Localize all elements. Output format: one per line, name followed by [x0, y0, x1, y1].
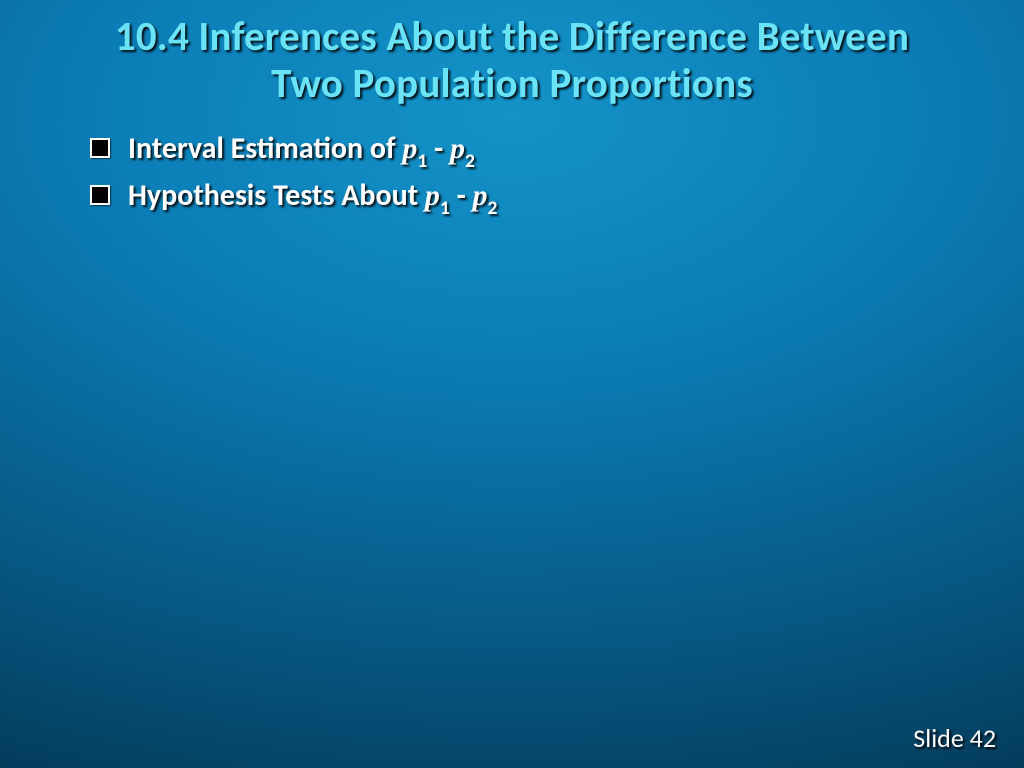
- minus-operator: -: [450, 177, 473, 214]
- footer-label: Slide: [913, 722, 969, 754]
- title-line-2: Two Population Proportions: [271, 59, 753, 109]
- slide-footer: Slide 42: [913, 722, 996, 754]
- variable-p: p: [425, 179, 440, 212]
- subscript: 2: [465, 149, 475, 173]
- bullet-text: Interval Estimation of p1 - p2: [128, 130, 475, 171]
- subscript: 1: [417, 149, 427, 173]
- square-bullet-icon: [90, 185, 110, 205]
- square-bullet-icon: [90, 138, 110, 158]
- subscript: 2: [488, 196, 498, 220]
- list-item: Hypothesis Tests About p1 - p2: [90, 177, 1024, 218]
- slide-number: 42: [970, 722, 996, 754]
- bullet-list: Interval Estimation of p1 - p2 Hypothesi…: [0, 130, 1024, 218]
- variable-p: p: [473, 179, 488, 212]
- subscript: 1: [440, 196, 450, 220]
- variable-p: p: [450, 132, 465, 165]
- bullet-lead: Interval Estimation of: [128, 130, 402, 167]
- list-item: Interval Estimation of p1 - p2: [90, 130, 1024, 171]
- bullet-lead: Hypothesis Tests About: [128, 177, 425, 214]
- slide-title: 10.4 Inferences About the Difference Bet…: [0, 0, 1024, 108]
- bullet-text: Hypothesis Tests About p1 - p2: [128, 177, 497, 218]
- title-line-1: 10.4 Inferences About the Difference Bet…: [115, 12, 909, 62]
- variable-p: p: [402, 132, 417, 165]
- minus-operator: -: [427, 130, 450, 167]
